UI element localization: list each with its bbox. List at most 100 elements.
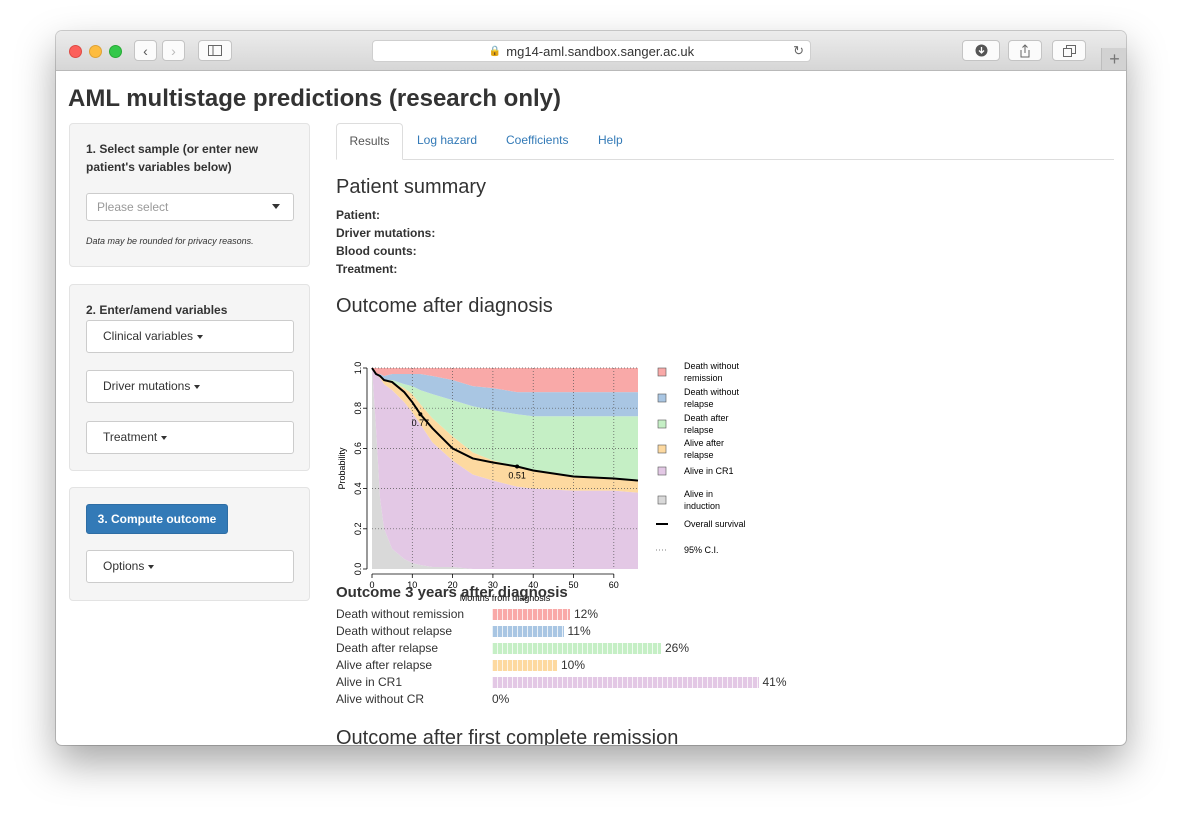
options-dropdown[interactable]: Options (86, 550, 294, 583)
tab-log-hazard[interactable]: Log hazard (417, 133, 478, 147)
browser-toolbar: ‹ › 🔒 mg14-aml.sandbox.sanger.ac.uk ↻ (56, 31, 1126, 71)
treatment-dropdown[interactable]: Treatment (86, 421, 294, 454)
clinical-variables-dropdown[interactable]: Clinical variables (86, 320, 294, 353)
area-series (372, 368, 638, 393)
tab-help[interactable]: Help (598, 133, 623, 147)
outcome-chart-svg: 0.77 0.51 0 10 20 30 40 50 60 0.0 0.2 0.4 0.6 0.8 1.0 M… (337, 361, 746, 603)
outcome-3yr-percent: 0% (492, 692, 510, 706)
legend-swatch (657, 495, 667, 505)
select-sample-title: 1. Select sample (or enter new patient's… (86, 142, 259, 174)
outcome-3yr-percent: 10% (561, 658, 586, 672)
survival-point (418, 412, 423, 417)
legend-label: Death after (684, 413, 729, 423)
outcome-3yr-label: Death after relapse (336, 641, 439, 655)
summary-driver-mutations: Driver mutations: (336, 226, 436, 240)
legend-label: Alive in CR1 (684, 466, 734, 476)
caret-down-icon (272, 204, 280, 209)
legend-swatch (657, 393, 667, 403)
outcome-3yr-row: Alive after relapse 10% (336, 657, 836, 674)
plus-icon: + (1109, 49, 1120, 69)
y-tick-label: 0.8 (353, 402, 363, 415)
area-series (372, 368, 638, 569)
privacy-note: Data may be rounded for privacy reasons. (86, 236, 254, 246)
forward-button[interactable]: › (162, 40, 185, 61)
close-window-button[interactable] (69, 45, 82, 58)
tab-coefficients[interactable]: Coefficients (506, 133, 569, 147)
outcome-3yr-bar (492, 643, 661, 654)
driver-mutations-dropdown[interactable]: Driver mutations (86, 370, 294, 403)
legend-swatch (657, 444, 667, 454)
download-icon (975, 44, 987, 57)
variables-title: 2. Enter/amend variables (86, 303, 228, 317)
sample-select[interactable]: Please select (86, 193, 294, 221)
legend-label: Death without (684, 387, 740, 397)
outcome-3yr-label: Death without relapse (336, 624, 453, 638)
legend-label: relapse (684, 399, 714, 409)
driver-mutations-label: Driver mutations (103, 379, 191, 393)
outcome-3yr-bar (492, 677, 759, 688)
clinical-variables-label: Clinical variables (103, 329, 194, 343)
legend-label: relapse (684, 425, 714, 435)
x-tick-label: 40 (528, 580, 538, 590)
legend-label: Death without (684, 361, 740, 371)
outcome-3yr-row: Alive without CR 0% (336, 691, 836, 708)
y-tick-label: 0.0 (353, 563, 363, 576)
x-tick-label: 0 (369, 580, 374, 590)
sample-select-placeholder: Please select (97, 200, 169, 214)
compute-outcome-button[interactable]: 3. Compute outcome (86, 504, 228, 534)
outcome-chart: 0.77 0.51 0 10 20 30 40 50 60 0.0 0.2 0.4 0.6 0.8 1.0 M… (336, 361, 776, 621)
address-bar[interactable]: 🔒 mg14-aml.sandbox.sanger.ac.uk ↻ (372, 40, 811, 62)
page-content: AML multistage predictions (research onl… (56, 71, 1126, 745)
outcome-3yr-row: Death after relapse 26% (336, 640, 836, 657)
outcome-3yr-percent: 12% (574, 607, 599, 621)
outcome-3yr-row: Death without relapse 11% (336, 623, 836, 640)
y-axis-label: Probability (337, 447, 347, 490)
back-button[interactable]: ‹ (134, 40, 157, 61)
outcome-3yr-percent: 26% (665, 641, 690, 655)
caret-down-icon (194, 384, 201, 389)
outcome-3yr-row: Alive in CR1 41% (336, 674, 836, 691)
x-tick-label: 50 (569, 580, 579, 590)
outcome-3yr-percent: 41% (762, 675, 787, 689)
tabs-overview-button[interactable] (1052, 40, 1086, 61)
overall-survival-line (371, 367, 639, 482)
x-axis-label: Months from diagnosis (460, 593, 551, 603)
share-icon (1020, 43, 1030, 57)
page-title: AML multistage predictions (research onl… (68, 85, 561, 112)
survival-label: 0.51 (508, 470, 526, 480)
outcome-3yr-label: Death without remission (336, 607, 465, 621)
zoom-window-button[interactable] (109, 45, 122, 58)
legend-label: Alive in (684, 489, 713, 499)
caret-down-icon (161, 435, 168, 440)
outcome-cr-heading: Outcome after first complete remission (336, 727, 679, 745)
summary-treatment: Treatment: (336, 262, 398, 276)
x-tick-label: 30 (488, 580, 498, 590)
legend-swatch (657, 419, 667, 429)
outcome-3yr-label: Alive without CR (336, 692, 425, 706)
area-series (372, 368, 638, 481)
variables-panel: 2. Enter/amend variables Clinical variab… (69, 284, 310, 471)
minimize-window-button[interactable] (89, 45, 102, 58)
browser-window: ‹ › 🔒 mg14-aml.sandbox.sanger.ac.uk ↻ (56, 31, 1126, 745)
legend-label: induction (684, 501, 720, 511)
sidebar-toggle-button[interactable] (198, 40, 232, 61)
tab-results[interactable]: Results (336, 123, 403, 160)
outcome-3yr-label: Alive after relapse (336, 658, 433, 672)
reload-icon[interactable]: ↻ (793, 43, 804, 58)
url-text: mg14-aml.sandbox.sanger.ac.uk (506, 43, 695, 59)
caret-down-icon (197, 334, 204, 339)
x-tick-label: 60 (609, 580, 619, 590)
downloads-button[interactable] (962, 40, 1000, 61)
legend-swatch (657, 466, 667, 476)
x-tick-label: 10 (407, 580, 417, 590)
legend-label: relapse (684, 450, 714, 460)
share-button[interactable] (1008, 40, 1042, 61)
legend-label: Alive after (684, 438, 724, 448)
x-tick-label: 20 (448, 580, 458, 590)
outcome-3yr-label: Alive in CR1 (336, 675, 403, 689)
patient-summary-heading: Patient summary (336, 176, 487, 198)
new-tab-button[interactable]: + (1101, 48, 1126, 70)
survival-label: 0.77 (412, 418, 430, 428)
legend-label: 95% C.I. (684, 545, 719, 555)
summary-blood-counts: Blood counts: (336, 244, 417, 258)
